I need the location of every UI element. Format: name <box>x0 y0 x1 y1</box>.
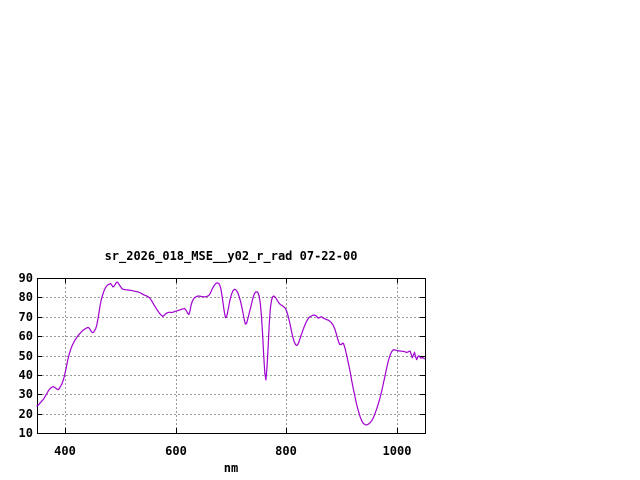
chart-title: sr_2026_018_MSE__y02_r_rad 07-22-00 <box>104 249 358 263</box>
x-tick-label: 1000 <box>382 444 412 458</box>
y-tick-label: 30 <box>18 387 33 401</box>
x-axis-title: nm <box>223 461 239 475</box>
x-tick-label: 600 <box>165 444 187 458</box>
y-tick-label: 10 <box>18 426 33 440</box>
y-tick-label: 70 <box>18 310 33 324</box>
y-tick-label: 60 <box>18 329 33 343</box>
data-line <box>36 281 425 426</box>
y-tick-label: 80 <box>18 290 33 304</box>
y-tick-label: 20 <box>18 407 33 421</box>
y-tick-label: 90 <box>18 271 33 285</box>
x-tick-label: 400 <box>54 444 76 458</box>
x-tick-label: 800 <box>275 444 297 458</box>
y-tick-label: 50 <box>18 349 33 363</box>
y-tick-label: 40 <box>18 368 33 382</box>
